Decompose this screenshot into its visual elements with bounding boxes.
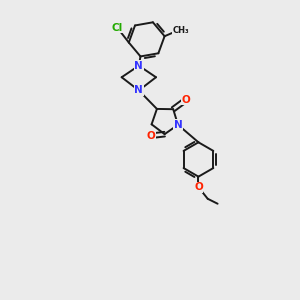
Text: CH₃: CH₃ — [173, 26, 189, 35]
Text: N: N — [134, 61, 143, 71]
Text: O: O — [194, 182, 203, 192]
Text: N: N — [174, 120, 182, 130]
Text: O: O — [146, 131, 155, 141]
Text: N: N — [134, 61, 143, 71]
Text: O: O — [182, 95, 190, 105]
Text: Cl: Cl — [112, 23, 123, 33]
Text: N: N — [134, 85, 143, 95]
